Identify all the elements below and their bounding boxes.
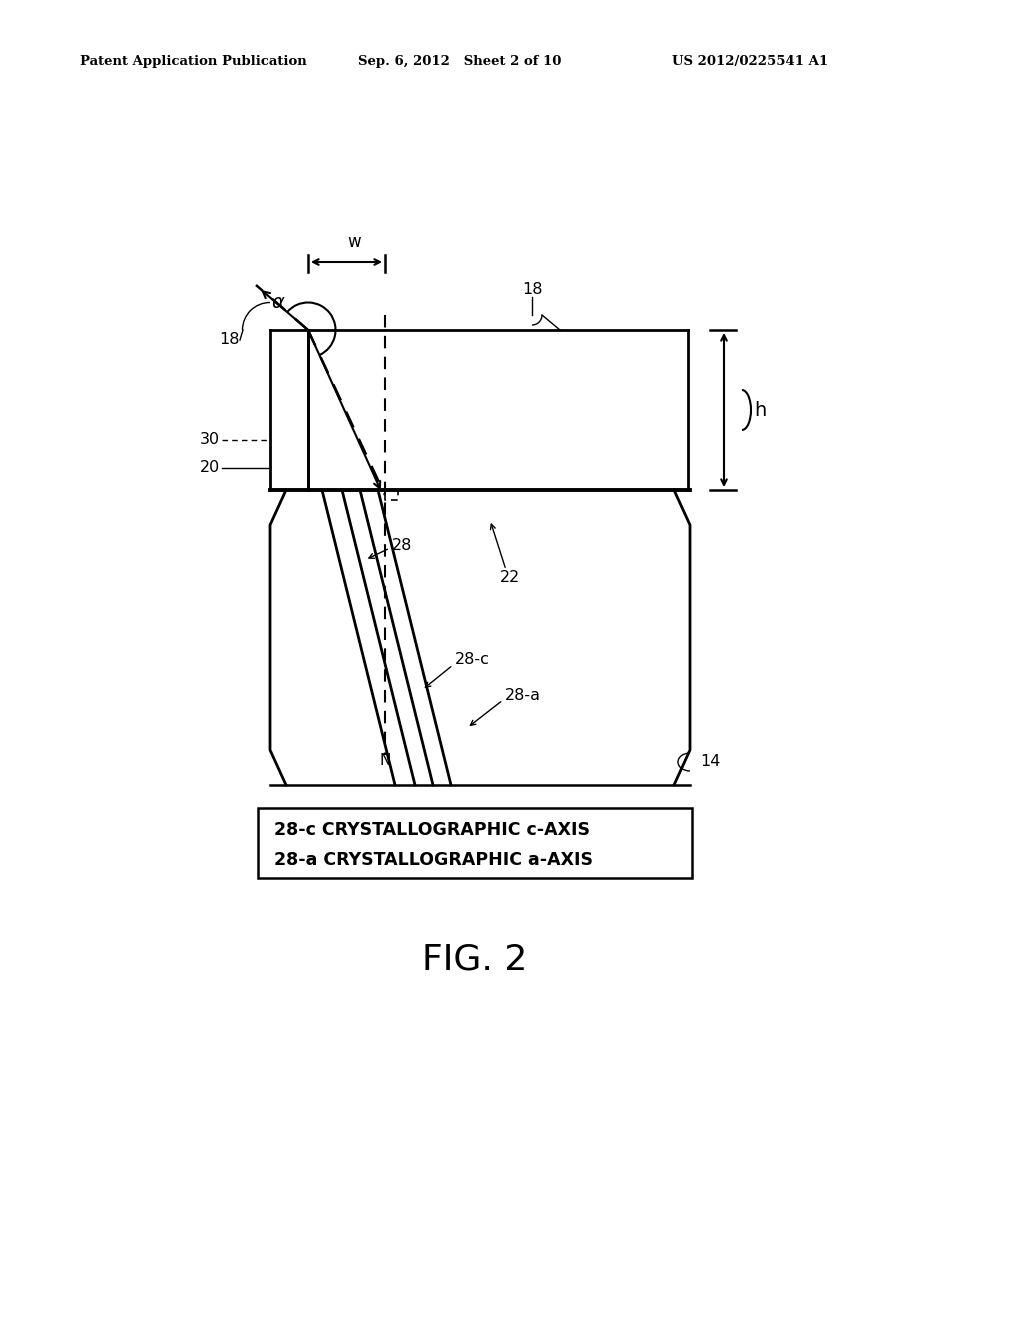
Bar xyxy=(258,808,692,878)
Text: 28-c: 28-c xyxy=(455,652,489,668)
Text: FIG. 2: FIG. 2 xyxy=(422,942,527,977)
Text: 18: 18 xyxy=(522,282,543,297)
Text: w: w xyxy=(348,234,361,251)
Text: Sep. 6, 2012   Sheet 2 of 10: Sep. 6, 2012 Sheet 2 of 10 xyxy=(358,55,561,69)
Text: 22: 22 xyxy=(500,570,520,586)
Text: 20: 20 xyxy=(200,461,220,475)
Text: Patent Application Publication: Patent Application Publication xyxy=(80,55,307,69)
Text: $\alpha$: $\alpha$ xyxy=(271,293,286,312)
Text: US 2012/0225541 A1: US 2012/0225541 A1 xyxy=(672,55,828,69)
Text: 30: 30 xyxy=(200,433,220,447)
Text: 18: 18 xyxy=(219,333,240,347)
Text: 28-a: 28-a xyxy=(505,688,541,702)
Text: h: h xyxy=(754,400,766,420)
Text: 14: 14 xyxy=(700,755,720,770)
Text: 28-a CRYSTALLOGRAPHIC a-AXIS: 28-a CRYSTALLOGRAPHIC a-AXIS xyxy=(274,851,593,869)
Text: N: N xyxy=(379,752,391,768)
Text: 28: 28 xyxy=(392,539,413,553)
Text: 28-c CRYSTALLOGRAPHIC c-AXIS: 28-c CRYSTALLOGRAPHIC c-AXIS xyxy=(274,821,590,840)
